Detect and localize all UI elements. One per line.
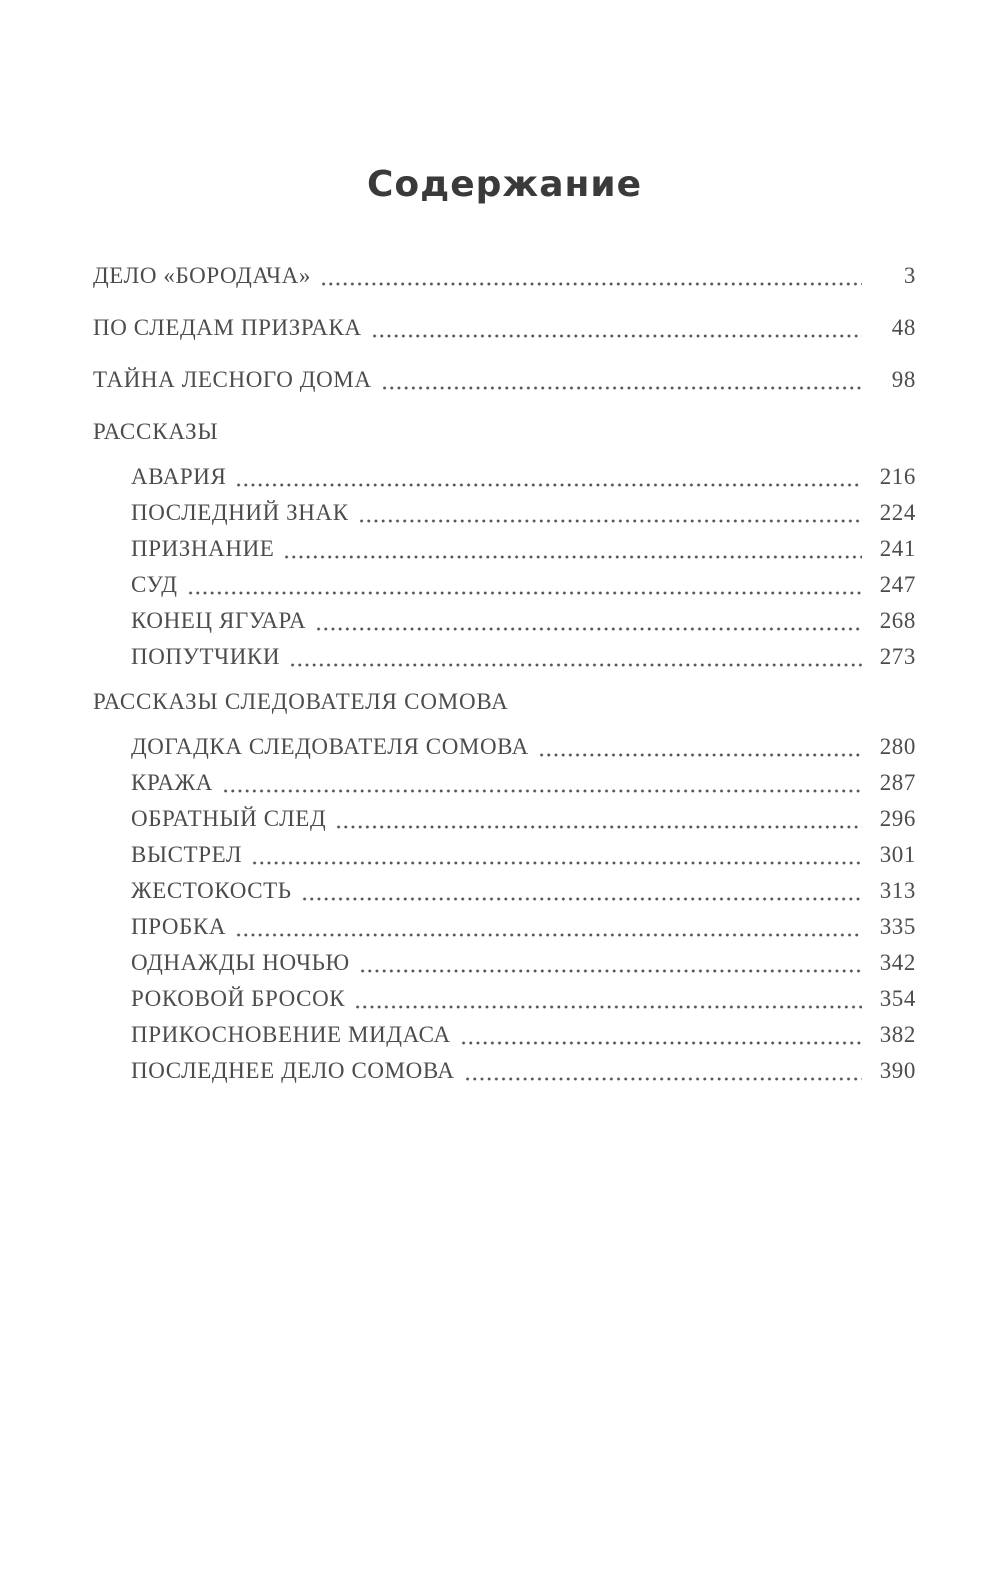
- page-number: 48: [891, 315, 916, 340]
- page-number: 268: [879, 608, 916, 633]
- toc-entry: КОНЕЦ ЯГУАРА 268: [93, 603, 916, 639]
- toc-entry-label: КОНЕЦ ЯГУАРА: [131, 608, 307, 633]
- dot-leader: [380, 385, 862, 391]
- toc-entry-label: АВАРИЯ: [131, 464, 227, 489]
- toc-entry-label: КРАЖА: [131, 770, 214, 795]
- toc-entry-label: ПОСЛЕДНЕЕ ДЕЛО СОМОВА: [131, 1058, 455, 1083]
- toc-entry: ЖЕСТОКОСТЬ 313: [93, 873, 916, 909]
- dot-leader: [370, 333, 862, 339]
- page-number: 382: [879, 1022, 916, 1047]
- section-heading-label: РАССКАЗЫ: [93, 419, 219, 444]
- page-number: 3: [903, 263, 916, 288]
- toc-entry-label: РОКОВОЙ БРОСОК: [131, 986, 346, 1011]
- dot-leader: [186, 590, 862, 596]
- toc-entry: АВАРИЯ 216: [93, 459, 916, 495]
- toc-entry: ДЕЛО «БОРОДАЧА» 3: [93, 258, 916, 294]
- toc: ДЕЛО «БОРОДАЧА» 3 ПО СЛЕДАМ ПРИЗРАКА 48 …: [93, 258, 916, 1089]
- toc-entry-label: ПРОБКА: [131, 914, 227, 939]
- page-number: 313: [879, 878, 916, 903]
- page-number: 280: [879, 734, 916, 759]
- page-number: 301: [879, 842, 916, 867]
- dot-leader: [222, 788, 862, 794]
- toc-entry: ПОСЛЕДНЕЕ ДЕЛО СОМОВА 390: [93, 1053, 916, 1089]
- dot-leader: [251, 860, 862, 866]
- toc-entry: ОБРАТНЫЙ СЛЕД 296: [93, 801, 916, 837]
- toc-entry-label: ВЫСТРЕЛ: [131, 842, 243, 867]
- dot-leader: [354, 1004, 862, 1010]
- page-number: 354: [879, 986, 916, 1011]
- toc-entry: ПО СЛЕДАМ ПРИЗРАКА 48: [93, 310, 916, 346]
- dot-leader: [235, 932, 862, 938]
- toc-entry: ВЫСТРЕЛ 301: [93, 837, 916, 873]
- toc-entry: КРАЖА 287: [93, 765, 916, 801]
- toc-entry-label: ПРИКОСНОВЕНИЕ МИДАСА: [131, 1022, 451, 1047]
- toc-entry-label: ПО СЛЕДАМ ПРИЗРАКА: [93, 315, 362, 340]
- dot-leader: [319, 281, 862, 287]
- page-number: 390: [879, 1058, 916, 1083]
- page-number: 247: [879, 572, 916, 597]
- page-title: Содержание: [366, 164, 643, 205]
- toc-entry: ТАЙНА ЛЕСНОГО ДОМА 98: [93, 362, 916, 398]
- toc-entry-label: ДОГАДКА СЛЕДОВАТЕЛЯ СОМОВА: [131, 734, 529, 759]
- toc-entry-label: ОДНАЖДЫ НОЧЬЮ: [131, 950, 350, 975]
- dot-leader: [463, 1076, 862, 1082]
- toc-entry: ПРИКОСНОВЕНИЕ МИДАСА 382: [93, 1017, 916, 1053]
- dot-leader: [283, 554, 862, 560]
- toc-entry-label: ДЕЛО «БОРОДАЧА»: [93, 263, 311, 288]
- dot-leader: [537, 752, 862, 758]
- toc-entry: ДОГАДКА СЛЕДОВАТЕЛЯ СОМОВА 280: [93, 729, 916, 765]
- toc-entry: ПРИЗНАНИЕ 241: [93, 531, 916, 567]
- toc-entry: СУД 247: [93, 567, 916, 603]
- page-number: 216: [879, 464, 916, 489]
- page-number: 342: [879, 950, 916, 975]
- toc-entry: ПОПУТЧИКИ 273: [93, 639, 916, 675]
- page-number: 98: [891, 367, 916, 392]
- page-number: 224: [879, 500, 916, 525]
- page-number: 241: [879, 536, 916, 561]
- toc-entry-label: СУД: [131, 572, 178, 597]
- toc-entry: ОДНАЖДЫ НОЧЬЮ 342: [93, 945, 916, 981]
- toc-entry: РОКОВОЙ БРОСОК 354: [93, 981, 916, 1017]
- page-number: 296: [879, 806, 916, 831]
- dot-leader: [235, 482, 862, 488]
- toc-section-heading: РАССКАЗЫ: [93, 414, 916, 450]
- toc-entry-label: ПОПУТЧИКИ: [131, 644, 281, 669]
- toc-section-heading: РАССКАЗЫ СЛЕДОВАТЕЛЯ СОМОВА: [93, 684, 916, 720]
- toc-content: Содержание ДЕЛО «БОРОДАЧА» 3 ПО СЛЕДАМ П…: [0, 166, 1000, 1089]
- dot-leader: [315, 626, 862, 632]
- toc-entry-label: ТАЙНА ЛЕСНОГО ДОМА: [93, 367, 372, 392]
- dot-leader: [335, 824, 862, 830]
- toc-entry: ПРОБКА 335: [93, 909, 916, 945]
- toc-entry-label: ПОСЛЕДНИЙ ЗНАК: [131, 500, 349, 525]
- page-number: 287: [879, 770, 916, 795]
- section-heading-label: РАССКАЗЫ СЛЕДОВАТЕЛЯ СОМОВА: [93, 689, 509, 714]
- dot-leader: [289, 662, 862, 668]
- dot-leader: [459, 1040, 862, 1046]
- toc-entry-label: ПРИЗНАНИЕ: [131, 536, 275, 561]
- toc-entry-label: ОБРАТНЫЙ СЛЕД: [131, 806, 327, 831]
- toc-entry: ПОСЛЕДНИЙ ЗНАК 224: [93, 495, 916, 531]
- dot-leader: [357, 518, 862, 524]
- dot-leader: [358, 968, 862, 974]
- page-number: 273: [879, 644, 916, 669]
- dot-leader: [300, 896, 862, 902]
- toc-entry-label: ЖЕСТОКОСТЬ: [131, 878, 292, 903]
- page-number: 335: [879, 914, 916, 939]
